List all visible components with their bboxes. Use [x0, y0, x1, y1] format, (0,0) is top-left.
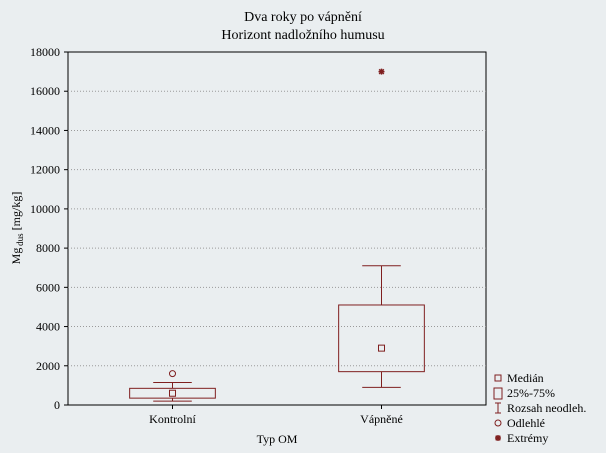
- y-tick-label: 8000: [36, 241, 60, 255]
- extreme-stroke: [378, 68, 385, 75]
- y-axis-label-main: Mg: [9, 248, 23, 265]
- plot-area: [67, 51, 487, 406]
- box-series: [129, 68, 425, 402]
- y-tick-label: 12000: [30, 163, 60, 177]
- legend-box-icon: [493, 387, 503, 400]
- legend-label: Extrémy: [507, 431, 548, 445]
- legend-median-shape: [494, 374, 502, 382]
- x-tick-label: Vápněné: [360, 412, 403, 426]
- chart-title: Dva roky po vápnění: [244, 10, 362, 25]
- median-marker: [378, 344, 385, 352]
- median-marker: [169, 389, 176, 397]
- y-tick-label: 10000: [30, 202, 60, 216]
- legend-box-shape: [493, 387, 503, 400]
- y-axis-ticks: 0 2000 4000 6000 8000 10000 12000 14000 16000 180…: [30, 45, 68, 412]
- box-group: [129, 370, 216, 402]
- grid-lines: [68, 90, 486, 367]
- legend-median-icon: [494, 374, 502, 382]
- y-tick-label: 2000: [36, 359, 60, 373]
- outlier-point: [169, 370, 176, 378]
- y-tick-label: 14000: [30, 123, 60, 137]
- legend-extreme-stroke: [495, 435, 501, 441]
- legend-outlier-icon: [494, 419, 502, 427]
- x-tick-label: Kontrolní: [149, 412, 196, 426]
- chart-subtitle: Horizont nadložního humusu: [221, 28, 384, 43]
- x-axis-ticks: Kontrolní Vápněné: [149, 405, 403, 426]
- iqr-box: [338, 304, 425, 373]
- legend-whisker-icon: [495, 402, 501, 414]
- legend-label: Rozsah neodleh.: [507, 401, 586, 415]
- legend-label: Medián: [507, 371, 544, 385]
- legend-label: 25%-75%: [507, 386, 555, 400]
- legend-outlier-shape: [494, 419, 502, 427]
- box-group: [338, 68, 425, 388]
- y-tick-label: 18000: [30, 45, 60, 59]
- y-tick-label: 16000: [30, 84, 60, 98]
- y-axis-label-sub: dus: [15, 233, 25, 248]
- y-axis-label: Mg dus [mg/kg]: [9, 192, 25, 265]
- iqr-box: [129, 387, 216, 399]
- y-tick-label: 0: [54, 398, 60, 412]
- x-axis-label: Typ OM: [257, 432, 298, 446]
- y-tick-label: 4000: [36, 320, 60, 334]
- extreme-point: [378, 68, 385, 75]
- legend-extreme-icon: [495, 435, 501, 441]
- y-axis-label-suffix: [mg/kg]: [9, 192, 23, 234]
- y-tick-label: 6000: [36, 280, 60, 294]
- legend-label: Odlehlé: [507, 416, 545, 430]
